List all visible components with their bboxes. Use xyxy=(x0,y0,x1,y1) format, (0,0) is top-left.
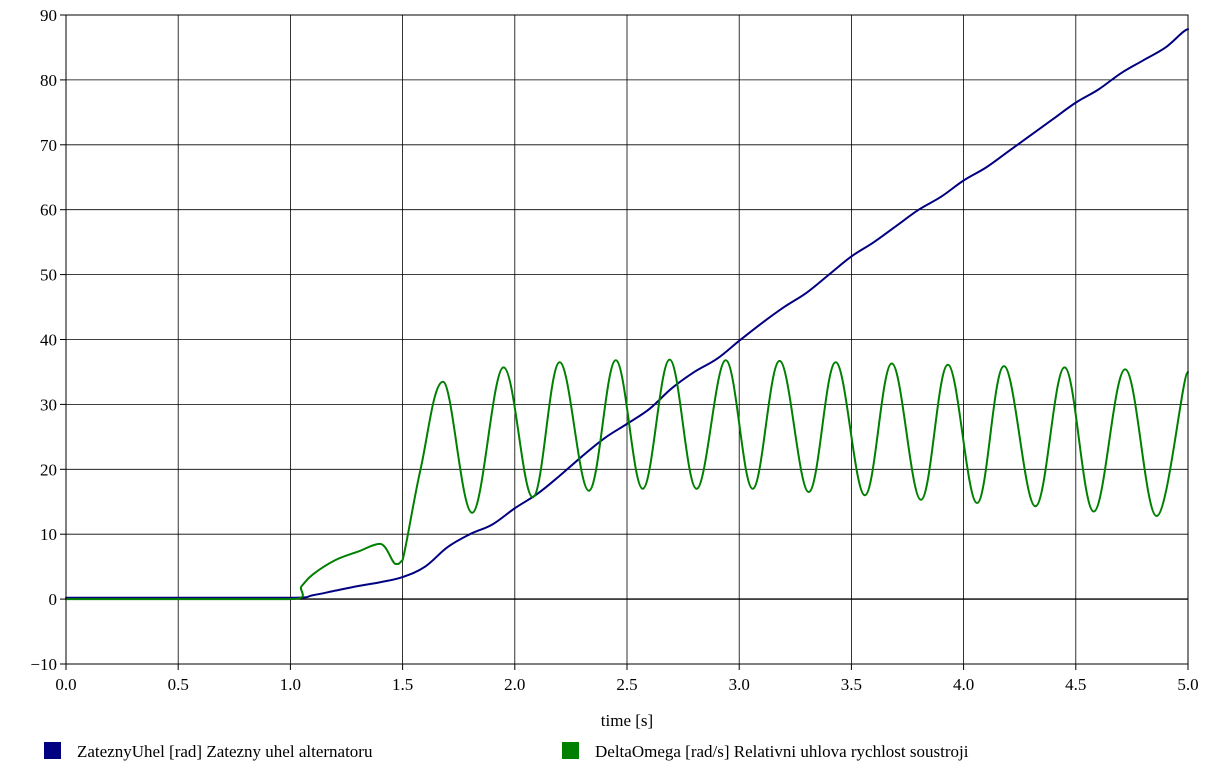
legend: ZateznyUhel [rad] Zatezny uhel alternato… xyxy=(44,742,969,761)
x-tick-label: 2.0 xyxy=(504,675,525,694)
y-tick-label: 50 xyxy=(40,266,57,285)
y-tick-label: 20 xyxy=(40,460,57,479)
y-tick-label: 10 xyxy=(40,525,57,544)
y-tick-label: 90 xyxy=(40,6,57,25)
x-tick-label: 1.5 xyxy=(392,675,413,694)
x-tick-label: 1.0 xyxy=(280,675,301,694)
x-tick-label: 3.0 xyxy=(729,675,750,694)
x-tick-label: 3.5 xyxy=(841,675,862,694)
legend-label-1: ZateznyUhel [rad] Zatezny uhel alternato… xyxy=(77,742,373,761)
y-tick-label: 70 xyxy=(40,136,57,155)
legend-swatch-2 xyxy=(562,742,579,759)
x-tick-label: 5.0 xyxy=(1177,675,1198,694)
y-tick-label: 40 xyxy=(40,331,57,350)
y-tick-label: 30 xyxy=(40,395,57,414)
y-tick-label: −10 xyxy=(30,655,57,674)
x-tick-label: 0.5 xyxy=(168,675,189,694)
series-line-2 xyxy=(65,358,1189,601)
y-tick-label: 0 xyxy=(49,590,58,609)
x-tick-label: 4.5 xyxy=(1065,675,1086,694)
y-tick-label: 80 xyxy=(40,71,57,90)
x-axis-ticks: 0.0 0.5 1.0 1.5 2.0 2.5 3.0 3.5 4.0 4.5 5.0 xyxy=(55,664,1199,694)
y-tick-label: 60 xyxy=(40,201,57,220)
x-tick-label: 2.5 xyxy=(616,675,637,694)
x-tick-label: 4.0 xyxy=(953,675,974,694)
legend-label-2: DeltaOmega [rad/s] Relativni uhlova rych… xyxy=(595,742,969,761)
y-axis-ticks: −10 0 10 20 30 40 50 60 70 80 90 xyxy=(30,6,66,674)
series-lines xyxy=(65,28,1189,601)
series-line-1 xyxy=(65,28,1189,599)
x-tick-label: 0.0 xyxy=(55,675,76,694)
x-axis-title: time [s] xyxy=(601,711,653,730)
legend-swatch-1 xyxy=(44,742,61,759)
